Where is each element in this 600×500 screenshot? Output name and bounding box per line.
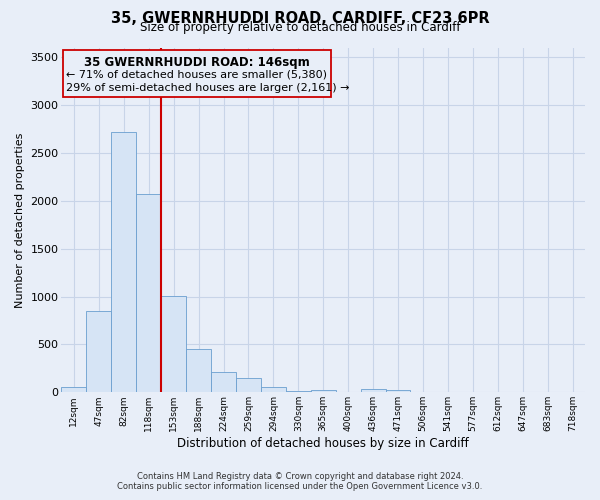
Bar	[61, 387, 86, 392]
Bar	[286, 391, 311, 392]
Text: ← 71% of detached houses are smaller (5,380): ← 71% of detached houses are smaller (5,…	[67, 69, 328, 79]
Bar	[161, 296, 186, 392]
Bar	[261, 387, 286, 392]
Text: 35, GWERNRHUDDI ROAD, CARDIFF, CF23 6PR: 35, GWERNRHUDDI ROAD, CARDIFF, CF23 6PR	[110, 11, 490, 26]
Y-axis label: Number of detached properties: Number of detached properties	[15, 132, 25, 308]
Bar	[361, 390, 386, 392]
Bar	[186, 348, 211, 393]
Text: 35 GWERNRHUDDI ROAD: 146sqm: 35 GWERNRHUDDI ROAD: 146sqm	[84, 56, 310, 69]
Bar	[311, 390, 335, 392]
Bar	[386, 390, 410, 392]
Text: Size of property relative to detached houses in Cardiff: Size of property relative to detached ho…	[140, 22, 460, 35]
Text: Contains public sector information licensed under the Open Government Licence v3: Contains public sector information licen…	[118, 482, 482, 491]
Bar	[86, 311, 112, 392]
X-axis label: Distribution of detached houses by size in Cardiff: Distribution of detached houses by size …	[178, 437, 469, 450]
Bar	[236, 378, 261, 392]
Bar	[112, 132, 136, 392]
Text: Contains HM Land Registry data © Crown copyright and database right 2024.: Contains HM Land Registry data © Crown c…	[137, 472, 463, 481]
Text: 29% of semi-detached houses are larger (2,161) →: 29% of semi-detached houses are larger (…	[67, 83, 350, 93]
Bar	[136, 194, 161, 392]
Bar	[211, 372, 236, 392]
FancyBboxPatch shape	[63, 50, 331, 98]
